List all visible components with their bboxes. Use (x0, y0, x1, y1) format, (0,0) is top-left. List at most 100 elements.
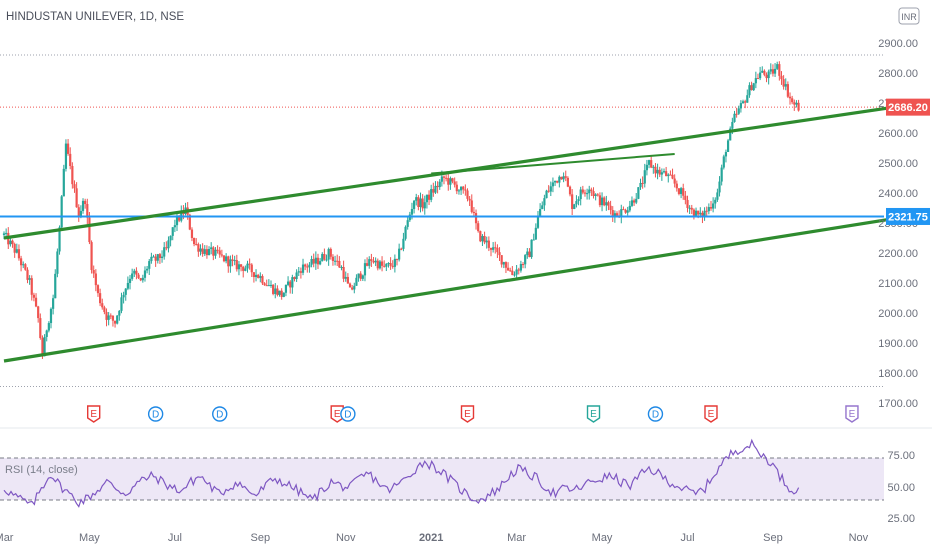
candle-body (69, 153, 72, 167)
candle-body (154, 256, 157, 261)
candle-body (466, 190, 469, 199)
candle-body (726, 140, 730, 152)
dividend-marker (147, 406, 164, 422)
candle-body (244, 268, 247, 271)
earnings-marker-label: E (334, 409, 341, 420)
candle-body (709, 207, 713, 209)
candle-body (705, 210, 708, 212)
candle-body (425, 194, 429, 203)
candle-body (306, 266, 309, 268)
candle-body (534, 227, 537, 240)
candle-body (242, 266, 245, 271)
candle-body (199, 248, 202, 252)
candle-body (190, 229, 194, 238)
candle-body (406, 220, 409, 227)
last-price-tag: 2686.20 (886, 98, 930, 116)
candle-body (581, 189, 584, 193)
candle-body (391, 265, 394, 267)
earnings-marker-label: E (590, 409, 597, 420)
candle-body (286, 281, 290, 285)
candle-body (222, 255, 226, 262)
candle-body (225, 256, 228, 262)
candle-body (682, 188, 685, 196)
candle-body (192, 237, 196, 245)
candle-body (254, 274, 258, 278)
x-tick-label: Jul (680, 532, 694, 544)
candle-body (325, 259, 328, 261)
candle-body (731, 121, 734, 129)
candle-body (686, 199, 689, 208)
candle-body (690, 207, 693, 210)
candle-body (79, 210, 82, 217)
candle-body (163, 247, 166, 257)
trendline-layer (0, 101, 923, 363)
candle-body (712, 203, 715, 209)
candle-body (282, 292, 285, 297)
candle-body (342, 266, 345, 279)
candle-body (178, 215, 181, 221)
candle-body (697, 210, 700, 215)
candle-body (135, 270, 138, 275)
candle-body (99, 293, 102, 304)
candle-body (716, 192, 719, 200)
candle-body (58, 227, 61, 252)
candle-body (771, 69, 775, 74)
candle-body (267, 285, 270, 287)
candle-body (111, 315, 115, 321)
candle-body (573, 204, 576, 209)
candle-body (380, 261, 384, 266)
candle-body (265, 285, 268, 287)
candle-body (295, 272, 298, 280)
candle-body (778, 64, 781, 76)
minor-resistance-line (431, 153, 675, 175)
candle-body (440, 176, 443, 182)
candle-body (101, 303, 104, 308)
candle-body (47, 323, 50, 331)
candle-body (735, 113, 738, 115)
candle-body (124, 288, 127, 295)
candle-body (793, 102, 796, 105)
candle-body (113, 320, 117, 324)
candle-body (417, 197, 420, 208)
candle-body (756, 78, 760, 80)
candle-body (784, 84, 787, 87)
candle-body (105, 312, 108, 320)
candle-body (344, 276, 347, 279)
candle-body (9, 240, 12, 245)
dividend-marker-label: D (152, 410, 159, 421)
candle-body (650, 160, 653, 168)
earnings-marker-label: E (464, 409, 471, 420)
candle-body (41, 338, 44, 357)
candle-body (374, 260, 377, 263)
candle-body (280, 290, 283, 297)
candle-body (739, 103, 742, 109)
candle-body (605, 202, 608, 206)
candle-body (763, 70, 766, 75)
candle-body (278, 290, 281, 295)
candle-body (543, 198, 546, 206)
candle-body (643, 170, 646, 184)
x-tick-label: May (592, 532, 613, 544)
candle-body (776, 64, 779, 69)
candle-body (560, 176, 563, 180)
candle-body (366, 263, 369, 266)
candle-body (457, 190, 461, 192)
rsi-level-50: 50.00 (887, 482, 915, 494)
candle-body (754, 78, 757, 84)
candle-body (301, 264, 305, 273)
candle-body (487, 240, 490, 248)
candle-body (289, 281, 292, 288)
currency-badge[interactable]: INR (898, 7, 920, 25)
candle-body (515, 269, 518, 275)
candle-body (107, 315, 110, 320)
candle-body (385, 263, 388, 267)
candle-body (71, 166, 74, 185)
candle-body (677, 188, 681, 194)
candle-body (378, 261, 382, 269)
candle-body (398, 248, 401, 260)
candle-body (338, 260, 341, 268)
candle-body (404, 226, 407, 239)
candle-body (504, 262, 508, 268)
candle-body (383, 265, 386, 267)
